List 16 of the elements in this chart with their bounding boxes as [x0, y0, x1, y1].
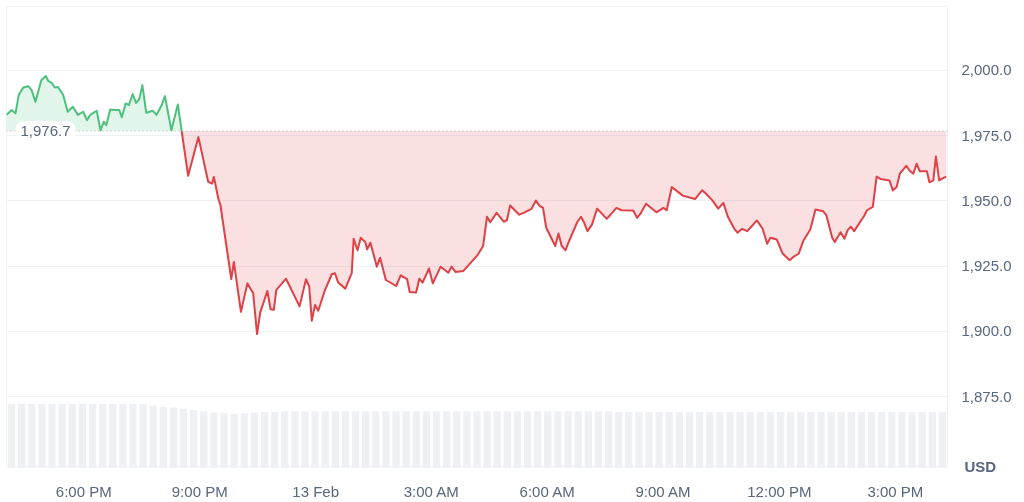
ref-line-label: 1,976.7: [20, 122, 71, 140]
x-tick-label: 3:00 PM: [867, 482, 924, 500]
y-tick-label: 1,950.0: [961, 191, 1012, 209]
x-tick-label: 3:00 AM: [403, 482, 459, 500]
y-tick-label: 1,900.0: [961, 322, 1012, 340]
y-tick-label: 1,975.0: [961, 126, 1012, 144]
x-tick-label: 13 Feb: [292, 482, 340, 500]
x-tick-label: 9:00 AM: [635, 482, 691, 500]
y-tick-label: 2,000.0: [961, 61, 1012, 79]
y-tick-label: 1,875.0: [961, 387, 1012, 405]
x-tick-label: 6:00 PM: [55, 482, 112, 500]
x-tick-label: 6:00 AM: [519, 482, 575, 500]
y-axis-title: USD: [964, 458, 997, 475]
y-tick-label: 1,925.0: [961, 257, 1012, 275]
x-tick-label: 9:00 PM: [171, 482, 228, 500]
x-tick-label: 12:00 PM: [747, 482, 812, 500]
